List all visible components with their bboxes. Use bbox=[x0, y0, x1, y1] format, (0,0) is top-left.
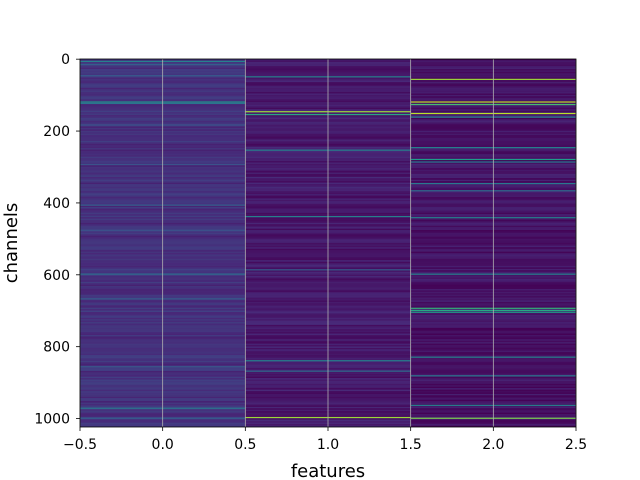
x-tick-label: 0.0 bbox=[152, 437, 174, 453]
y-axis-label: channels bbox=[1, 203, 22, 284]
x-tick-label: 2.5 bbox=[565, 437, 587, 453]
x-tick-label: 1.5 bbox=[400, 437, 422, 453]
x-axis-ticks: −0.5 0.0 0.5 1.0 1.5 2.0 2.5 bbox=[63, 427, 587, 453]
y-tick-label: 600 bbox=[43, 268, 70, 284]
y-tick-label: 200 bbox=[43, 124, 70, 140]
y-tick-label: 400 bbox=[43, 196, 70, 212]
x-tick-label: 2.0 bbox=[482, 437, 504, 453]
y-tick-label: 1000 bbox=[34, 412, 70, 428]
x-tick-label: 1.0 bbox=[317, 437, 339, 453]
y-tick-label: 800 bbox=[43, 340, 70, 356]
x-tick-label: −0.5 bbox=[63, 437, 97, 453]
y-tick-label: 0 bbox=[61, 52, 70, 68]
x-tick-label: 0.5 bbox=[234, 437, 256, 453]
x-axis-label: features bbox=[291, 461, 365, 480]
y-axis-ticks: 0 200 400 600 800 1000 bbox=[34, 52, 80, 428]
